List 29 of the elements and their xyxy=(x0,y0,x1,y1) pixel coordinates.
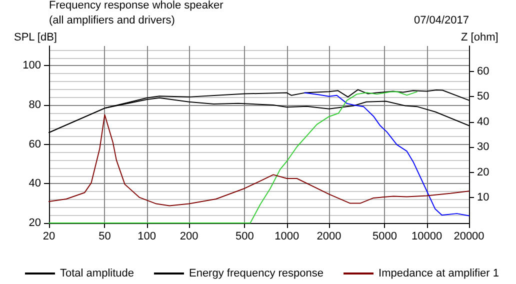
y-tick-label: 20 xyxy=(28,217,41,229)
y-axis-title: SPL [dB] xyxy=(14,32,57,44)
legend-label: Impedance at amplifier 1 xyxy=(378,268,499,280)
y2-tick-label: 60 xyxy=(477,65,490,78)
y2-tick-label: 20 xyxy=(477,166,490,178)
y2-tick-label: 40 xyxy=(477,116,490,128)
x-tick-label: 5000 xyxy=(372,230,397,242)
x-tick-label: 200 xyxy=(180,230,198,242)
y-tick-label: 80 xyxy=(28,99,41,111)
text: 07/04/2017 xyxy=(414,14,470,26)
x-tick-label: 100 xyxy=(138,230,156,242)
y2-tick-label: 30 xyxy=(477,141,490,154)
y2-tick-label: 10 xyxy=(477,192,490,204)
y-tick-label: 60 xyxy=(28,138,41,150)
y-tick-label: 40 xyxy=(28,178,41,190)
x-tick-label: 2000 xyxy=(316,230,342,242)
x-tick-label: 50 xyxy=(98,230,111,242)
x-tick-label: 500 xyxy=(236,230,254,242)
legend-label: Total amplitude xyxy=(60,268,134,280)
y-tick-label: 100 xyxy=(22,60,41,72)
chart-title: Frequency response whole speaker xyxy=(49,0,224,12)
chart-subtitle: (all amplifiers and drivers) xyxy=(49,14,175,26)
x-tick-label: 20000 xyxy=(454,230,484,242)
legend-label: Energy frequency response xyxy=(188,268,324,280)
y2-tick-label: 50 xyxy=(477,90,490,103)
y2-axis-title: Z [ohm] xyxy=(461,32,498,44)
x-tick-label: 20 xyxy=(42,230,56,242)
x-tick-label: 10000 xyxy=(412,230,442,242)
x-tick-label: 1000 xyxy=(274,230,300,242)
